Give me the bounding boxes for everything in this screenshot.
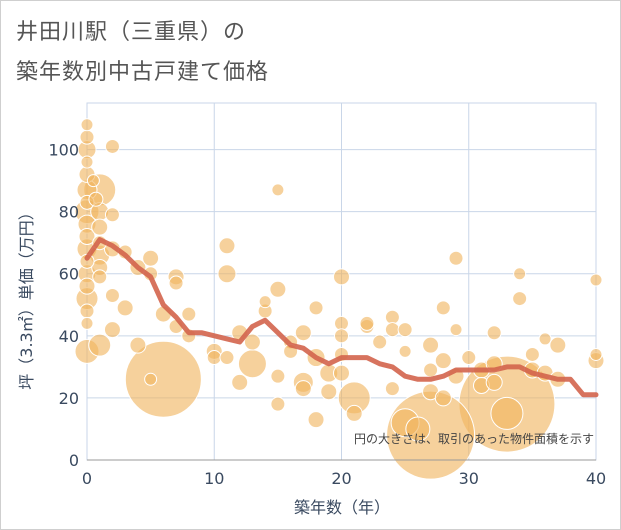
size-annotation: 円の大きさは、取引のあった物件面積を示す <box>354 431 594 446</box>
data-bubble <box>270 368 286 384</box>
data-bubble <box>294 380 312 398</box>
data-bubble <box>398 344 412 358</box>
data-bubble <box>333 364 350 382</box>
data-bubble <box>103 321 121 339</box>
data-bubble <box>142 249 160 267</box>
data-bubble <box>80 155 94 169</box>
data-bubble <box>144 372 158 386</box>
x-tick-label: 0 <box>82 469 92 488</box>
data-bubble <box>271 183 285 197</box>
chart-title-line1: 井田川駅（三重県）の <box>16 20 247 45</box>
x-tick-label: 40 <box>586 469 606 488</box>
data-bubble <box>549 336 567 354</box>
data-bubble <box>237 349 267 379</box>
x-tick-label: 10 <box>204 469 224 488</box>
data-bubble <box>104 207 120 223</box>
y-tick-label: 60 <box>59 265 79 284</box>
data-bubble <box>86 174 100 188</box>
data-bubble <box>231 373 249 391</box>
y-axis-label: 坪（3.3㎡）単価（万円） <box>17 204 36 389</box>
data-bubble <box>359 315 375 331</box>
data-bubble <box>243 333 261 351</box>
data-bubble <box>589 273 603 287</box>
data-bubble <box>79 129 95 145</box>
data-bubble <box>78 227 96 245</box>
data-bubble <box>307 411 325 429</box>
y-tick-label: 100 <box>48 141 79 160</box>
data-bubble <box>294 324 312 342</box>
data-bubble <box>589 347 603 361</box>
data-bubble <box>513 267 527 281</box>
trend-line <box>84 237 599 398</box>
data-bubble <box>270 396 286 412</box>
data-bubble <box>79 303 95 319</box>
y-tick-label: 0 <box>69 451 79 470</box>
data-bubble <box>345 404 363 422</box>
data-bubble <box>206 350 222 366</box>
chart-axes: 0 20 40 60 80 100 0 10 20 30 40 <box>48 141 606 488</box>
data-bubble <box>405 416 431 442</box>
data-bubble <box>80 118 94 132</box>
data-bubble <box>258 295 272 309</box>
chart-title-line2: 築年数別中古戸建て価格 <box>16 60 270 85</box>
data-bubble <box>334 315 349 331</box>
data-bubble <box>308 300 324 316</box>
data-bubble <box>91 218 109 236</box>
data-bubble <box>434 389 452 407</box>
data-bubble <box>384 381 400 397</box>
data-bubble <box>104 287 120 303</box>
data-bubble <box>78 277 96 295</box>
data-bubble <box>116 299 134 317</box>
data-bubble <box>129 336 147 354</box>
data-bubble <box>512 291 528 307</box>
y-tick-label: 20 <box>59 389 79 408</box>
data-bubble <box>490 396 524 430</box>
data-bubble <box>269 280 287 298</box>
data-bubble <box>384 322 400 338</box>
data-bubble <box>423 362 439 378</box>
data-bubble <box>524 346 540 362</box>
data-bubble <box>434 352 452 370</box>
data-bubble <box>217 264 237 284</box>
data-bubble <box>218 237 236 255</box>
x-tick-label: 20 <box>331 469 351 488</box>
data-bubble <box>422 336 440 354</box>
data-bubble <box>485 373 503 391</box>
data-bubble <box>461 350 477 366</box>
y-tick-label: 40 <box>59 327 79 346</box>
data-bubble <box>88 333 112 357</box>
bubble-layer <box>74 118 605 480</box>
trend-layer <box>84 237 599 398</box>
data-bubble <box>104 138 120 154</box>
data-bubble <box>168 275 184 291</box>
data-bubble <box>80 316 94 330</box>
data-bubble <box>124 340 202 418</box>
data-bubble <box>448 250 464 266</box>
data-bubble <box>92 269 108 285</box>
data-bubble <box>538 332 552 346</box>
x-axis-label: 築年数（年） <box>294 498 390 517</box>
data-bubble <box>334 328 349 344</box>
data-bubble <box>397 322 413 338</box>
data-bubble <box>219 350 235 366</box>
data-bubble <box>486 325 502 341</box>
data-bubble <box>181 306 197 322</box>
data-bubble <box>449 323 463 337</box>
data-bubble <box>88 191 104 207</box>
y-tick-label: 80 <box>59 203 79 222</box>
x-tick-label: 30 <box>459 469 479 488</box>
data-bubble <box>333 268 350 286</box>
data-bubble <box>435 300 451 316</box>
data-bubble <box>320 383 338 401</box>
data-bubble <box>372 334 388 350</box>
data-bubble <box>384 309 400 325</box>
